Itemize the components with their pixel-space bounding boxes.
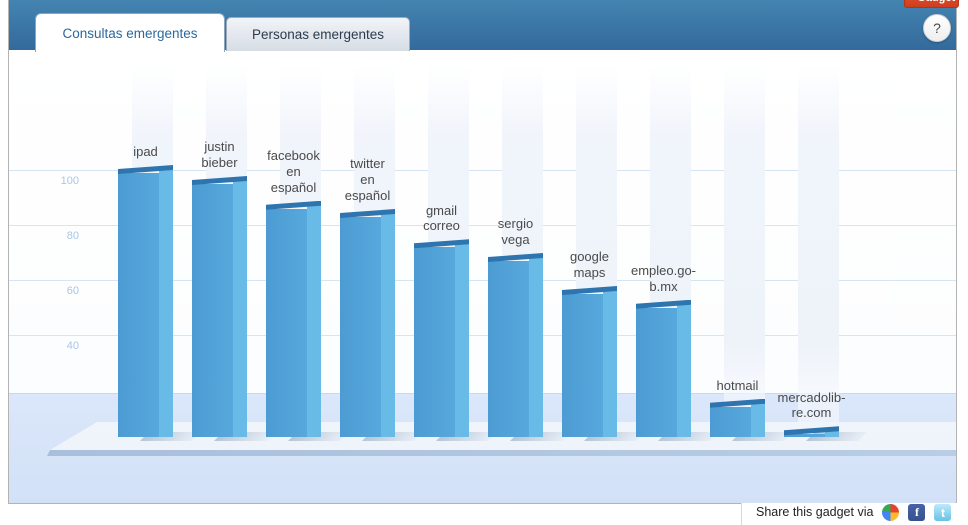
- facebook-icon[interactable]: f: [908, 504, 926, 521]
- bar-front-face: [636, 307, 677, 437]
- bar-ipad: [118, 165, 201, 441]
- twitter-icon[interactable]: t: [934, 504, 952, 521]
- y-axis-tick-label: 60: [66, 285, 79, 297]
- bar-front-face: [192, 184, 233, 437]
- bar-side-face: [603, 290, 617, 437]
- bar-front-face: [414, 247, 455, 437]
- bar-side-face: [677, 303, 691, 437]
- column-guide: [724, 66, 765, 422]
- bar-facebook-en-espa-ol: [266, 200, 349, 441]
- question-mark-icon: ?: [933, 20, 941, 36]
- bar-top-face: [266, 200, 321, 210]
- bar-side-face: [233, 180, 247, 437]
- buzz-icon[interactable]: [882, 504, 900, 521]
- bar-label: facebook en español: [267, 148, 320, 195]
- chart-area: 100 80 60 40 ipad justin bieber facebook en es…: [9, 50, 956, 503]
- bar-front-face: [118, 173, 159, 437]
- bar-front-face: [710, 406, 751, 437]
- bar-label: sergio vega: [497, 216, 534, 248]
- help-button[interactable]: ?: [923, 14, 951, 42]
- bar-top-face: [340, 209, 395, 218]
- bar-gmail-correo: [414, 239, 497, 441]
- gridline: [9, 335, 956, 336]
- bar-side-face: [529, 257, 543, 437]
- bar-side-face: [159, 169, 173, 437]
- column-guide: [798, 66, 839, 422]
- share-bar: Share this gadget via f t: [741, 503, 968, 525]
- share-label: Share this gadget via: [756, 505, 874, 519]
- bar-top-face: [710, 398, 765, 408]
- tab-consultas-emergentes[interactable]: Consultas emergentes: [35, 13, 225, 52]
- bar-side-face: [455, 243, 469, 437]
- bar-front-face: [340, 217, 381, 437]
- bar-sergio-vega: [488, 253, 571, 441]
- bar-top-face: [192, 176, 247, 185]
- bar-label: mercadolib- re.com: [777, 389, 846, 421]
- bar-google-maps: [562, 286, 645, 441]
- bar-top-face: [414, 239, 469, 249]
- tab-personas-emergentes[interactable]: Personas emergentes: [226, 17, 410, 51]
- chart-plot: 100 80 60 40 ipad justin bieber facebook en es…: [9, 50, 956, 503]
- y-axis-tick-label: 100: [60, 175, 79, 187]
- y-axis-tick-label: 80: [66, 230, 79, 242]
- add-gadget-button[interactable]: + Gadget: [904, 0, 959, 8]
- bar-top-face: [488, 253, 543, 262]
- bar-side-face: [381, 213, 395, 437]
- gridline: [9, 225, 956, 226]
- bar-label: justin bieber: [201, 139, 238, 171]
- bar-label: gmail correo: [423, 202, 460, 234]
- bar-top-face: [784, 426, 839, 436]
- gridline: [9, 170, 956, 171]
- bar-top-face: [118, 165, 173, 174]
- bar-label: ipad: [133, 144, 158, 160]
- bar-label: google maps: [569, 249, 610, 281]
- bar-label: twitter en español: [344, 156, 391, 204]
- y-axis-tick-label: 40: [66, 340, 79, 352]
- bar-empleo-gob-mx: [636, 299, 719, 441]
- tab-label: Personas emergentes: [251, 27, 385, 42]
- bar-front-face: [784, 434, 825, 437]
- bar-front-face: [488, 261, 529, 437]
- floor-front-edge: [47, 450, 956, 456]
- bar-side-face: [825, 430, 839, 437]
- bar-front-face: [266, 208, 307, 437]
- bar-label: empleo.go- b.mx: [630, 263, 697, 294]
- trends-gadget: Consultas emergentes Personas emergentes…: [8, 0, 959, 504]
- bar-side-face: [307, 204, 321, 437]
- tab-label: Consultas emergentes: [62, 25, 198, 41]
- bar-front-face: [562, 294, 603, 437]
- bar-side-face: [751, 402, 765, 437]
- bar-label: hotmail: [716, 377, 759, 393]
- bar-top-face: [636, 299, 691, 309]
- bar-twitter-en-espa-ol: [340, 209, 423, 441]
- gridline: [9, 280, 956, 281]
- bar-justin-bieber: [192, 176, 275, 441]
- bar-mercadolibre-com: [784, 426, 867, 441]
- gadget-header: Consultas emergentes Personas emergentes…: [9, 0, 956, 52]
- bar-hotmail: [710, 398, 793, 441]
- bar-top-face: [562, 286, 617, 295]
